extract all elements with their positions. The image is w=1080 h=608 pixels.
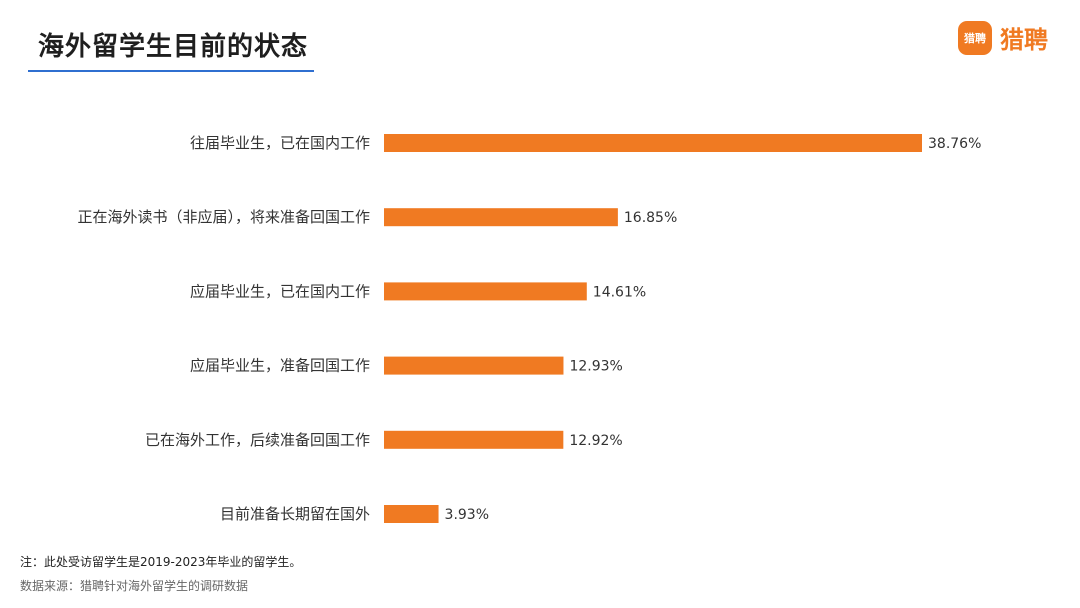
- data-source: 数据来源：猎聘针对海外留学生的调研数据: [20, 579, 249, 593]
- bar: [384, 356, 564, 375]
- value-label: 3.93%: [445, 507, 489, 523]
- category-label: 已在海外工作，后续准备回国工作: [145, 431, 370, 449]
- value-label: 16.85%: [624, 210, 677, 226]
- category-label: 应届毕业生，准备回国工作: [190, 357, 370, 375]
- title-underline: [28, 70, 314, 72]
- value-label: 12.93%: [569, 359, 622, 375]
- bar: [384, 430, 564, 449]
- category-label: 往届毕业生，已在国内工作: [190, 134, 370, 152]
- footnote: 注：此处受访留学生是2019-2023年毕业的留学生。: [20, 555, 302, 569]
- bar: [384, 282, 587, 301]
- bar: [384, 134, 922, 152]
- page-title: 海外留学生目前的状态: [38, 32, 309, 62]
- category-label: 目前准备长期留在国外: [220, 505, 370, 523]
- brand-logo: 猎聘 猎聘: [958, 20, 1048, 55]
- value-label: 12.92%: [569, 433, 622, 449]
- value-label: 14.61%: [593, 284, 646, 300]
- bar: [384, 505, 439, 523]
- category-label: 正在海外读书（非应届），将来准备回国工作: [77, 208, 370, 226]
- logo-badge-icon: 猎聘: [958, 20, 992, 55]
- category-label: 应届毕业生，已在国内工作: [190, 282, 370, 300]
- logo-text: 猎聘: [1000, 26, 1048, 54]
- value-label: 38.76%: [928, 136, 981, 152]
- bar: [384, 208, 618, 227]
